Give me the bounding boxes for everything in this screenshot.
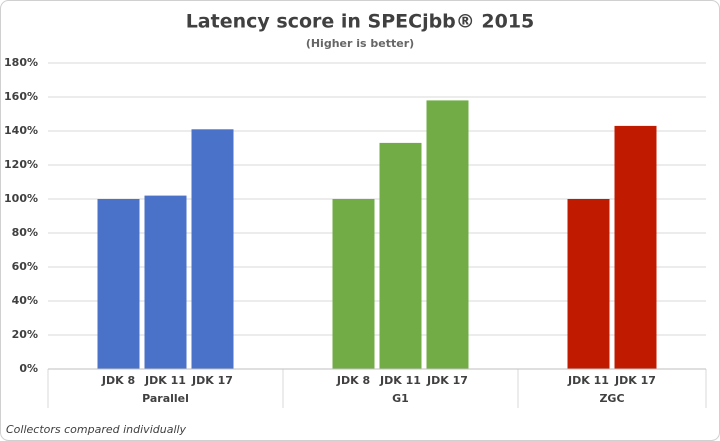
bar xyxy=(332,199,375,369)
x-tick-label: JDK 11 xyxy=(144,374,186,387)
y-tick-label: 0% xyxy=(19,362,38,375)
group-label: G1 xyxy=(392,392,409,405)
bar xyxy=(567,199,610,369)
group-label: Parallel xyxy=(142,392,189,405)
x-tick-label: JDK 11 xyxy=(567,374,609,387)
bar xyxy=(144,195,187,369)
y-tick-label: 80% xyxy=(12,226,38,239)
y-tick-label: 180% xyxy=(4,56,38,69)
bar xyxy=(191,129,234,369)
x-tick-label: JDK 8 xyxy=(336,374,370,387)
y-tick-label: 140% xyxy=(4,124,38,137)
x-tick-label: JDK 17 xyxy=(191,374,233,387)
chart-title: Latency score in SPECjbb® 2015 xyxy=(186,11,535,33)
footnote: Collectors compared individually xyxy=(6,423,187,436)
x-tick-label: JDK 17 xyxy=(426,374,468,387)
bar xyxy=(379,142,422,369)
x-tick-label: JDK 17 xyxy=(614,374,656,387)
x-tick-label: JDK 8 xyxy=(101,374,135,387)
y-tick-label: 100% xyxy=(4,192,38,205)
group-label: ZGC xyxy=(599,392,624,405)
y-tick-label: 120% xyxy=(4,158,38,171)
chart-subtitle: (Higher is better) xyxy=(306,37,414,50)
bar xyxy=(614,125,657,370)
y-tick-label: 40% xyxy=(12,294,38,307)
x-tick-label: JDK 11 xyxy=(379,374,421,387)
y-tick-label: 60% xyxy=(12,260,38,273)
bar xyxy=(426,100,469,370)
y-tick-label: 160% xyxy=(4,90,38,103)
bar xyxy=(97,199,140,369)
y-tick-label: 20% xyxy=(12,328,38,341)
